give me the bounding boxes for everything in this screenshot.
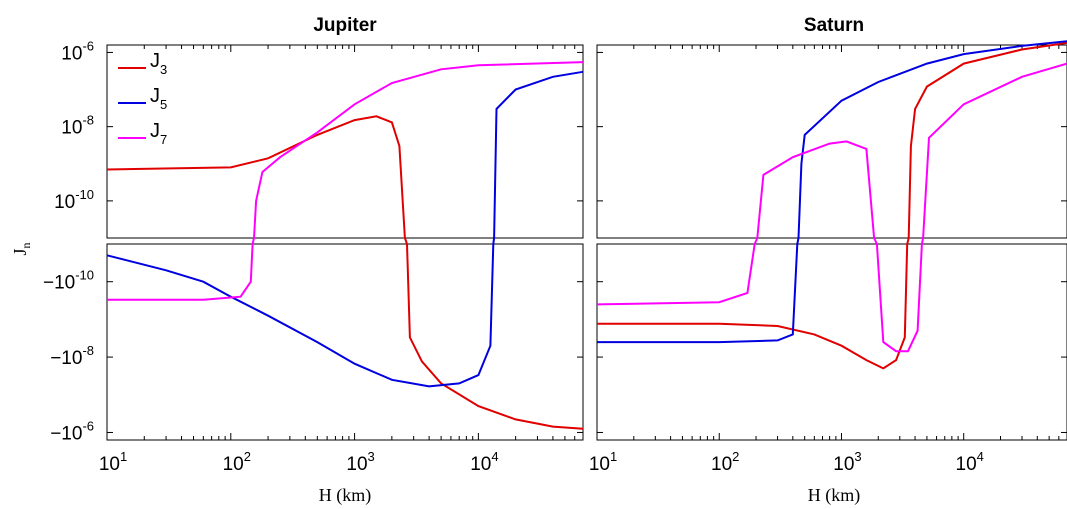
series-line-j5-saturn [597, 40, 1067, 344]
x-tick-label-saturn: 102 [711, 449, 739, 475]
legend-label-j7: J7 [150, 120, 167, 147]
x-axis-label-saturn: H (km) [808, 485, 861, 506]
plot-panels: 101 102 103 104 101 102 103 104 10-6 10-8 10-10 −10… [43, 38, 1067, 475]
y-tick-label-top: 10-6 [61, 38, 94, 64]
series-line-j3-jupiter [106, 115, 584, 430]
y-tick-label-top: 10-10 [54, 187, 94, 213]
x-tick-label-jupiter: 101 [99, 449, 127, 475]
axes-frame-top-jupiter [106, 44, 584, 239]
x-tick-label-saturn: 101 [589, 449, 617, 475]
x-tick-label-jupiter: 103 [346, 449, 374, 475]
series-line-j5-jupiter [106, 70, 584, 388]
y-axis-label: Jn [10, 242, 33, 255]
series-line-j7-jupiter [107, 61, 584, 301]
axes-frame-top-saturn [596, 44, 1067, 239]
y-axis-label-sub: n [19, 242, 33, 248]
chart-title-jupiter: Jupiter [313, 15, 377, 36]
series-line-j7-saturn [596, 62, 1067, 353]
y-tick-label-top: 10-8 [61, 113, 94, 139]
x-tick-label-jupiter: 102 [223, 449, 251, 475]
series-line-j3-saturn [597, 41, 1067, 370]
y-tick-label-bottom: −10-10 [43, 268, 94, 294]
x-tick-label-saturn: 103 [833, 449, 861, 475]
legend-label-j5: J5 [150, 85, 167, 112]
x-axis-label-jupiter: H (km) [319, 485, 372, 506]
legend-label-j3: J3 [150, 50, 167, 77]
chart-title-saturn: Saturn [804, 15, 864, 36]
y-tick-label-bottom: −10-6 [50, 418, 94, 444]
y-axis-label-main: J [10, 248, 30, 255]
y-tick-label-bottom: −10-8 [50, 343, 94, 369]
x-tick-label-saturn: 104 [956, 449, 984, 475]
axes-frame-bottom-jupiter [106, 243, 584, 441]
x-tick-label-jupiter: 104 [470, 449, 498, 475]
legend: J3 J5 J7 [118, 50, 167, 147]
